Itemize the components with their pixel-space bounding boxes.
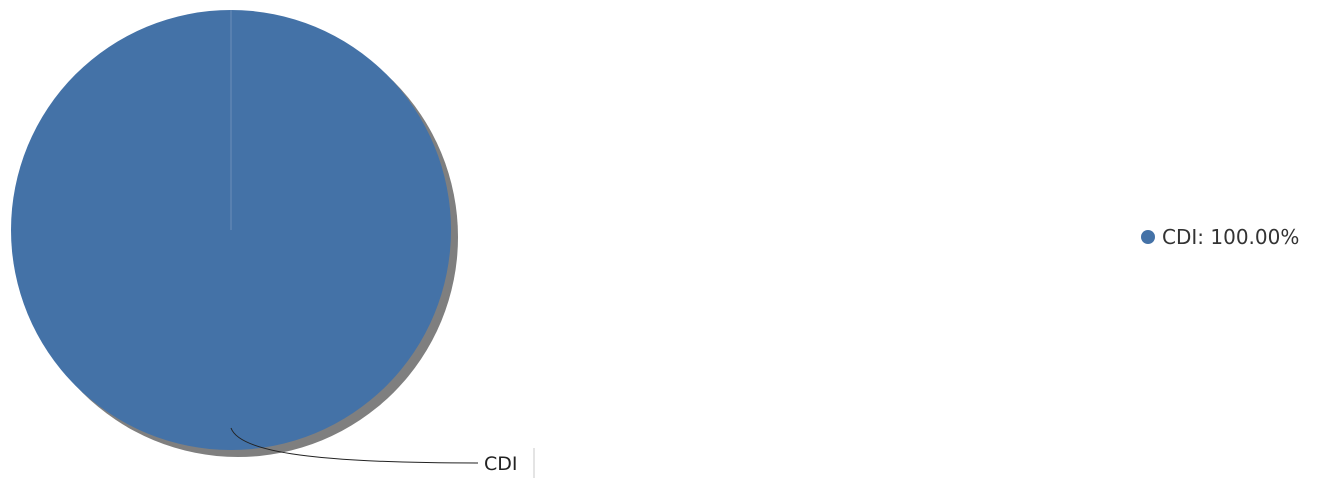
- legend-item-value: 100.00%: [1210, 225, 1300, 249]
- legend: CDI: 100.00%: [1141, 225, 1299, 249]
- legend-item-label: CDI: [1162, 225, 1198, 249]
- pie-leader-line-cdi: [230, 427, 479, 464]
- legend-item-separator: :: [1197, 225, 1211, 249]
- legend-swatch-cdi: [1141, 230, 1155, 244]
- pie-slice-label-cdi: CDI: [484, 453, 518, 475]
- legend-label-cdi: CDI: 100.00%: [1162, 225, 1299, 249]
